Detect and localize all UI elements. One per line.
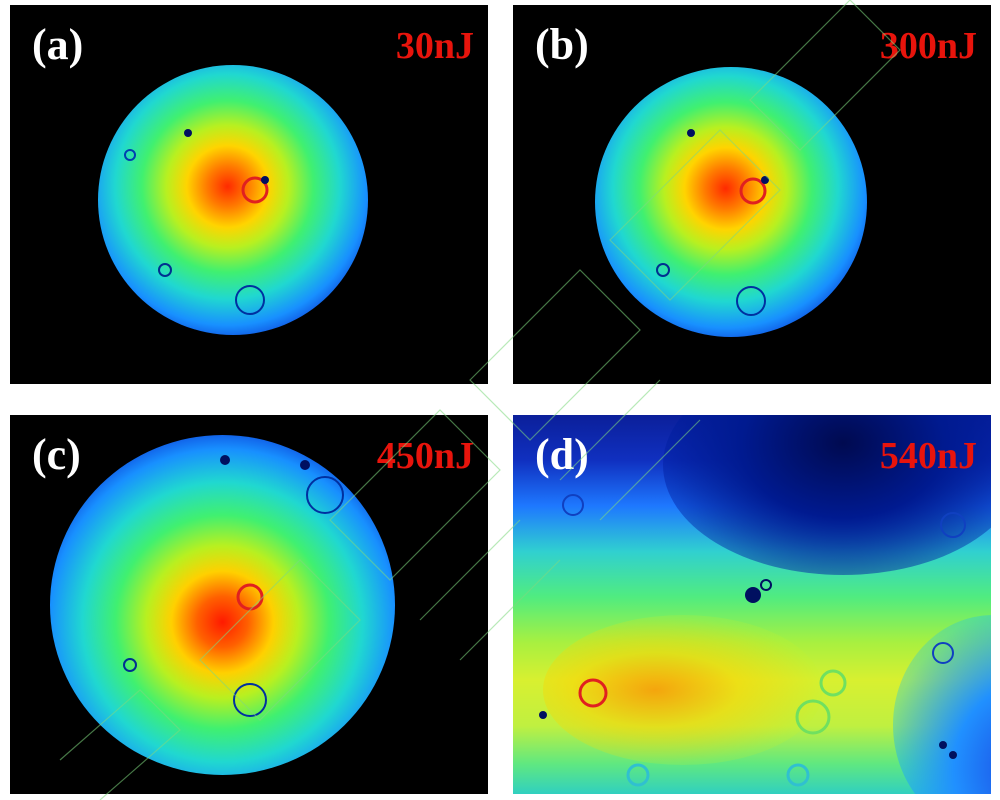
beam-profile-panel-a: (a) 30nJ <box>10 5 488 384</box>
pulse-energy-label: 300nJ <box>879 25 977 67</box>
panel-label: (b) <box>535 20 589 69</box>
panel-label: (a) <box>32 20 84 69</box>
beam-profile-panel-b: (b) 300nJ <box>513 5 991 384</box>
beam-profile-panel-c: (c) 450nJ <box>10 415 488 794</box>
pulse-energy-label: 30nJ <box>395 25 474 67</box>
panel-label: (d) <box>535 430 589 479</box>
beam-profile-panel-d: (d) 540nJ <box>513 415 991 794</box>
beam-spot <box>98 65 368 335</box>
panel-label: (c) <box>32 430 81 479</box>
interference-rings <box>124 129 269 315</box>
pulse-energy-label: 450nJ <box>376 435 474 477</box>
pulse-energy-label: 540nJ <box>879 435 977 477</box>
hot-region <box>543 615 823 765</box>
